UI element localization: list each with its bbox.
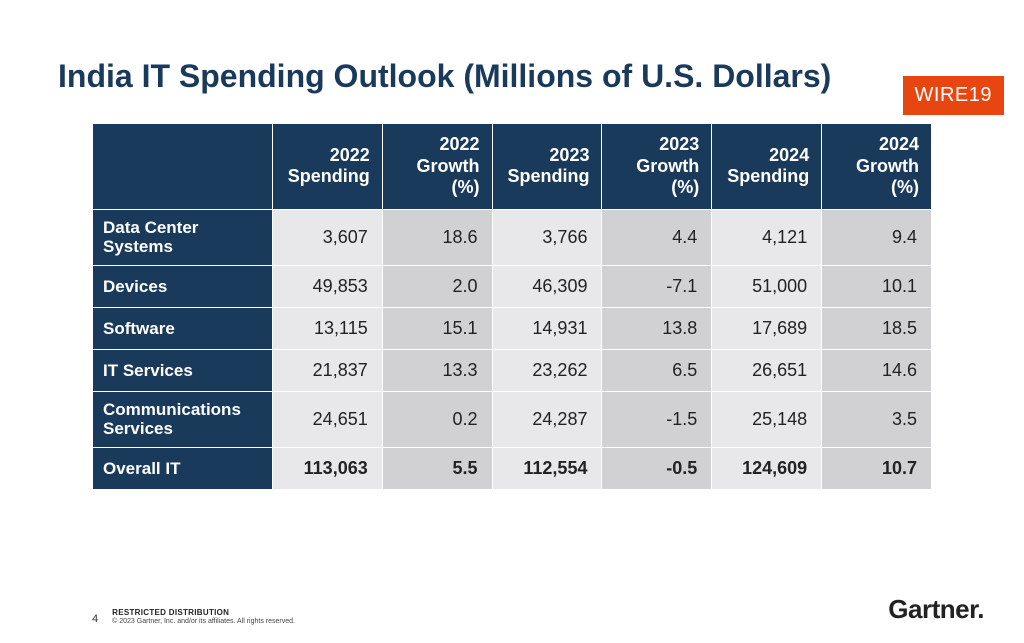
gartner-logo: Gartner. (888, 594, 984, 625)
brand-text: Gartner (888, 594, 977, 624)
table-cell: 6.5 (602, 349, 712, 391)
table-row: Data Center Systems3,60718.63,7664.44,12… (93, 209, 932, 265)
table-cell: 5.5 (382, 447, 492, 489)
col-header-empty (93, 124, 273, 210)
table-cell: 24,287 (492, 391, 602, 447)
table-cell: 23,262 (492, 349, 602, 391)
table-cell: 49,853 (272, 265, 382, 307)
table-cell: 13.3 (382, 349, 492, 391)
table-cell: 3.5 (822, 391, 932, 447)
col-header-2022-growth: 2022 Growth (%) (382, 124, 492, 210)
footnote: RESTRICTED DISTRIBUTION © 2023 Gartner, … (112, 608, 295, 625)
row-label: Overall IT (93, 447, 273, 489)
table-row: Communications Services24,6510.224,287-1… (93, 391, 932, 447)
table-cell: 9.4 (822, 209, 932, 265)
row-label: Software (93, 307, 273, 349)
table-cell: -1.5 (602, 391, 712, 447)
table-cell: -7.1 (602, 265, 712, 307)
table-cell: 4.4 (602, 209, 712, 265)
table-cell: 3,766 (492, 209, 602, 265)
col-header-2022-spending: 2022 Spending (272, 124, 382, 210)
table-cell: 112,554 (492, 447, 602, 489)
table-cell: 18.6 (382, 209, 492, 265)
row-label: Data Center Systems (93, 209, 273, 265)
table-row: IT Services21,83713.323,2626.526,65114.6 (93, 349, 932, 391)
restricted-label: RESTRICTED DISTRIBUTION (112, 608, 295, 617)
row-label: Communications Services (93, 391, 273, 447)
table-cell: 18.5 (822, 307, 932, 349)
copyright-text: © 2023 Gartner, Inc. and/or its affiliat… (112, 618, 295, 625)
table-cell: 124,609 (712, 447, 822, 489)
table-cell: 15.1 (382, 307, 492, 349)
spending-table: 2022 Spending 2022 Growth (%) 2023 Spend… (92, 123, 932, 490)
table-cell: -0.5 (602, 447, 712, 489)
table-cell: 2.0 (382, 265, 492, 307)
table-cell: 4,121 (712, 209, 822, 265)
table-cell: 14.6 (822, 349, 932, 391)
row-label: IT Services (93, 349, 273, 391)
page-number: 4 (92, 613, 98, 625)
table-cell: 17,689 (712, 307, 822, 349)
table-cell: 3,607 (272, 209, 382, 265)
table-cell: 21,837 (272, 349, 382, 391)
table-cell: 14,931 (492, 307, 602, 349)
table-row: Overall IT113,0635.5112,554-0.5124,60910… (93, 447, 932, 489)
table-cell: 13,115 (272, 307, 382, 349)
table-cell: 13.8 (602, 307, 712, 349)
table-cell: 0.2 (382, 391, 492, 447)
table-cell: 113,063 (272, 447, 382, 489)
wire19-badge: WIRE19 (903, 76, 1004, 115)
table-cell: 10.7 (822, 447, 932, 489)
table-cell: 10.1 (822, 265, 932, 307)
col-header-2024-growth: 2024 Growth (%) (822, 124, 932, 210)
row-label: Devices (93, 265, 273, 307)
col-header-2023-growth: 2023 Growth (%) (602, 124, 712, 210)
brand-dot: . (977, 594, 984, 624)
table-cell: 24,651 (272, 391, 382, 447)
spending-table-wrap: 2022 Spending 2022 Growth (%) 2023 Spend… (92, 123, 932, 490)
table-cell: 46,309 (492, 265, 602, 307)
slide-footer: 4 RESTRICTED DISTRIBUTION © 2023 Gartner… (0, 594, 1024, 625)
table-row: Devices49,8532.046,309-7.151,00010.1 (93, 265, 932, 307)
table-cell: 51,000 (712, 265, 822, 307)
table-row: Software13,11515.114,93113.817,68918.5 (93, 307, 932, 349)
col-header-2024-spending: 2024 Spending (712, 124, 822, 210)
footer-left: 4 RESTRICTED DISTRIBUTION © 2023 Gartner… (92, 608, 295, 625)
table-cell: 25,148 (712, 391, 822, 447)
slide-title: India IT Spending Outlook (Millions of U… (58, 58, 1024, 95)
table-cell: 26,651 (712, 349, 822, 391)
col-header-2023-spending: 2023 Spending (492, 124, 602, 210)
